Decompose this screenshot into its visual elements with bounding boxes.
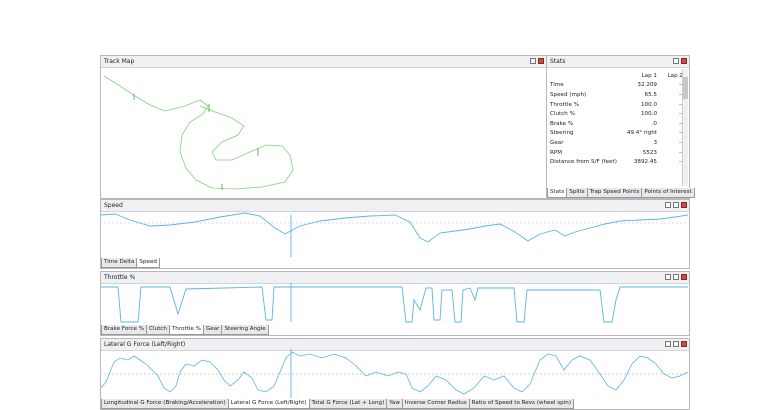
- tab[interactable]: Inverse Corner Radius: [401, 399, 470, 409]
- close-button[interactable]: [538, 58, 544, 64]
- stat-value: 32.209: [637, 82, 657, 89]
- stat-value: 100.0: [640, 111, 657, 118]
- tab[interactable]: Points of Interest: [641, 188, 695, 198]
- lateral-g-pane: Lateral G Force (Left/Right) Longitudina…: [100, 338, 690, 410]
- stat-value: --: [678, 101, 683, 108]
- pin-button[interactable]: [673, 202, 679, 208]
- stat-value: 5523: [642, 149, 657, 156]
- stat-value: 3: [653, 139, 657, 146]
- tab-strip: Stats Splits Trap Speed Points Points of In…: [547, 188, 695, 198]
- tab[interactable]: Total G Force (Lat + Long): [308, 399, 388, 409]
- column-header: Lap 2: [667, 72, 683, 79]
- stats-row: Brake % .0 --: [550, 119, 683, 129]
- pane-title: Throttle %: [101, 272, 689, 284]
- stat-value: 100.0: [640, 101, 657, 108]
- tab-strip: Longitudinal G Force (Braking/Accelerati…: [101, 399, 575, 409]
- stat-label: Clutch %: [550, 111, 575, 118]
- tab[interactable]: Clutch: [146, 325, 170, 335]
- stat-label: Gear: [550, 139, 564, 146]
- throttle-pane: Throttle % Brake Force % Clutch Throttle %…: [100, 271, 690, 336]
- stat-value: --: [678, 159, 683, 166]
- stat-label: Throttle %: [550, 101, 580, 108]
- close-button[interactable]: [681, 274, 687, 280]
- tab[interactable]: Longitudinal G Force (Braking/Accelerati…: [101, 399, 229, 409]
- stat-value: --: [678, 139, 683, 146]
- close-button[interactable]: [681, 341, 687, 347]
- tab[interactable]: Splits: [566, 188, 588, 198]
- speed-pane: Speed Time Delta Speed: [100, 199, 690, 269]
- tab[interactable]: Brake Force %: [101, 325, 148, 335]
- stats-row: Gear 3 --: [550, 138, 683, 148]
- stat-value: --: [678, 91, 683, 98]
- stats-row: Time 32.209 --: [550, 81, 683, 91]
- stats-pane: Stats Lap 1 Lap 2 Time 32.209 -- Speed (mph)…: [546, 55, 695, 199]
- stat-value: --: [678, 111, 683, 118]
- tab-strip: Brake Force % Clutch Throttle % Gear Steerin…: [101, 325, 269, 335]
- stats-row: Speed (mph) 65.5 --: [550, 90, 683, 100]
- stats-row: Clutch % 100.0 --: [550, 109, 683, 119]
- tab[interactable]: Ratio of Speed to Revs (wheel spin): [468, 399, 575, 409]
- stat-value: --: [678, 149, 683, 156]
- tab[interactable]: Throttle %: [168, 325, 204, 335]
- pane-title: Stats: [547, 56, 689, 68]
- track-map-pane: Track Map: [100, 55, 547, 199]
- pin-button[interactable]: [530, 58, 536, 64]
- stats-row: Throttle % 100.0 --: [550, 100, 683, 110]
- pane-title: Track Map: [101, 56, 546, 68]
- stats-table: Lap 1 Lap 2 Time 32.209 -- Speed (mph) 65.5 --…: [550, 71, 683, 167]
- pin-button[interactable]: [673, 274, 679, 280]
- scrollbar[interactable]: [682, 69, 688, 186]
- close-button[interactable]: [681, 202, 687, 208]
- stat-value: --: [678, 82, 683, 89]
- tab[interactable]: Speed: [136, 258, 160, 268]
- tab[interactable]: Trap Speed Points: [586, 188, 643, 198]
- pane-title: Speed: [101, 200, 689, 212]
- minimize-button[interactable]: [665, 274, 671, 280]
- stats-row: Distance from S/F (feet) 3892.45 --: [550, 157, 683, 167]
- pane-title: Lateral G Force (Left/Right): [101, 339, 689, 351]
- tab[interactable]: Yaw: [386, 399, 403, 409]
- close-button[interactable]: [681, 58, 687, 64]
- stat-value: 49.4° right: [626, 130, 657, 137]
- tab[interactable]: Gear: [202, 325, 223, 335]
- stat-value: 3892.45: [633, 159, 657, 166]
- stat-label: RPM: [550, 149, 563, 156]
- pin-button[interactable]: [673, 341, 679, 347]
- stat-value: .0: [651, 120, 657, 127]
- tab[interactable]: Time Delta: [101, 258, 138, 268]
- pin-button[interactable]: [673, 58, 679, 64]
- tab-strip: Time Delta Speed: [101, 258, 160, 268]
- stats-row: Steering 49.4° right --: [550, 129, 683, 139]
- tab[interactable]: Steering Angle: [221, 325, 269, 335]
- minimize-button[interactable]: [665, 341, 671, 347]
- minimize-button[interactable]: [665, 202, 671, 208]
- stat-label: Brake %: [550, 120, 574, 127]
- column-header: Lap 1: [641, 72, 657, 79]
- scroll-thumb[interactable]: [683, 77, 688, 99]
- tab[interactable]: Stats: [547, 188, 568, 198]
- stat-value: --: [678, 120, 683, 127]
- stats-row: RPM 5523 --: [550, 148, 683, 158]
- stat-label: Time: [550, 82, 564, 89]
- stat-label: Speed (mph): [550, 91, 587, 98]
- stat-value: --: [678, 130, 683, 137]
- stat-label: Distance from S/F (feet): [550, 159, 617, 166]
- tab[interactable]: Lateral G Force (Left/Right): [227, 399, 310, 409]
- stat-label: Steering: [550, 130, 574, 137]
- stat-value: 65.5: [644, 91, 657, 98]
